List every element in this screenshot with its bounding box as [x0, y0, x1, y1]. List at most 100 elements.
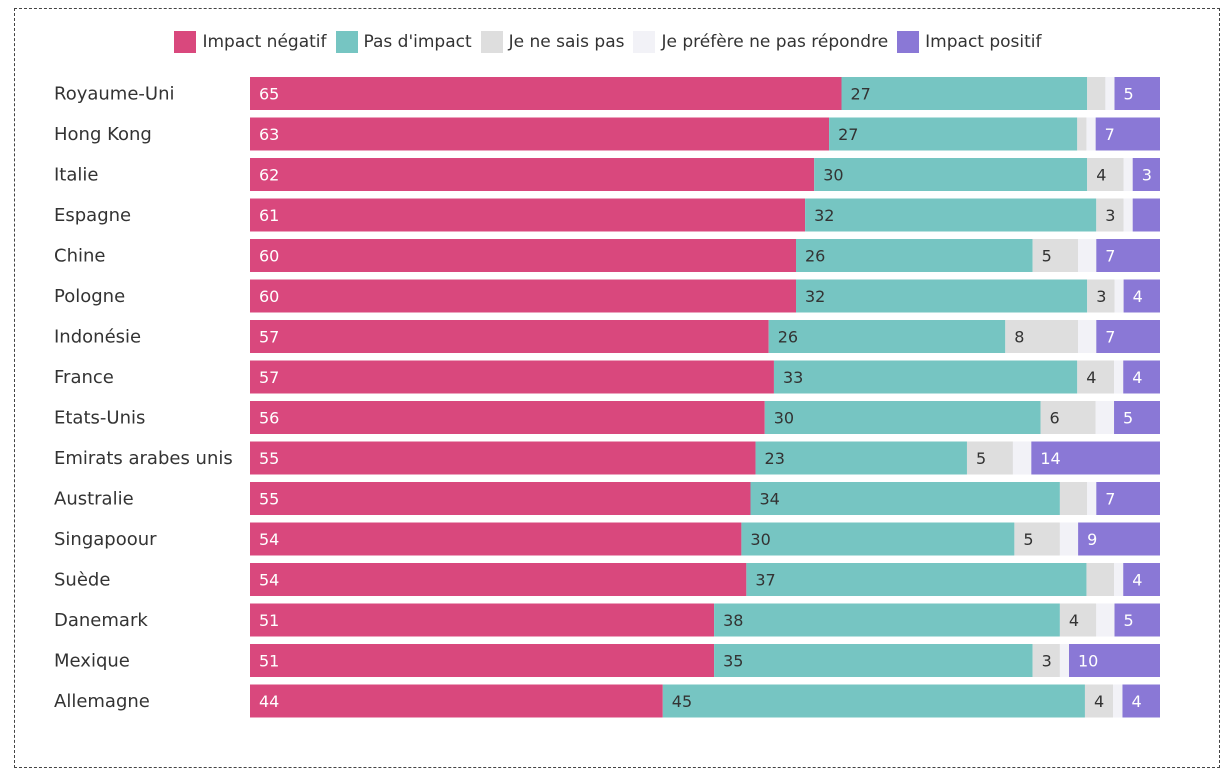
data-label: 32: [814, 206, 834, 225]
bar-segment: [1132, 198, 1160, 232]
data-label: 51: [259, 611, 279, 630]
data-label: 26: [805, 247, 825, 266]
bar-segment: [1069, 644, 1160, 677]
data-label: 60: [259, 247, 279, 266]
bar-segment: [1095, 401, 1115, 434]
bar-segment: [1114, 360, 1124, 394]
bar-segment: [250, 482, 751, 515]
data-label: 60: [259, 287, 279, 306]
bar-segment: [1114, 401, 1160, 434]
bar-segment: [714, 603, 1060, 637]
bar-segment: [1123, 158, 1133, 191]
data-label: 57: [259, 368, 279, 387]
legend-swatch: [335, 31, 358, 53]
data-label: 32: [805, 287, 825, 306]
bar-segment: [1095, 117, 1160, 151]
category-label: Pologne: [54, 286, 125, 307]
data-label: 7: [1105, 328, 1115, 347]
bar-segment: [805, 198, 1097, 232]
data-label: 10: [1078, 652, 1098, 671]
bar-segment: [1114, 563, 1124, 596]
bar-segment: [1123, 563, 1160, 596]
legend-item-1: Pas d'impact: [335, 31, 472, 53]
data-label: 5: [1124, 85, 1134, 104]
data-label: 5: [1124, 611, 1134, 630]
category-label: Australie: [54, 489, 134, 510]
data-label: 4: [1086, 368, 1096, 387]
data-label: 55: [259, 490, 279, 509]
category-label: Etats-Unis: [54, 408, 145, 429]
legend-label: Impact négatif: [202, 32, 327, 52]
bar-segment: [1087, 482, 1097, 515]
category-label: Allemagne: [54, 691, 150, 712]
data-label: 4: [1069, 611, 1079, 630]
bar-segment: [1086, 563, 1115, 596]
legend-swatch: [480, 31, 503, 53]
legend-label: Je préfère ne pas répondre: [661, 32, 889, 52]
bar-segment: [1032, 644, 1060, 677]
legend-item-4: Impact positif: [897, 31, 1042, 53]
data-label: 30: [750, 530, 770, 549]
bar-segment: [1087, 77, 1106, 110]
bar-segment: [662, 684, 1085, 718]
data-label: 4: [1132, 571, 1142, 590]
data-label: 35: [723, 652, 743, 671]
bar-segment: [814, 158, 1088, 191]
legend-item-0: Impact négatif: [174, 31, 327, 53]
data-label: 27: [851, 85, 871, 104]
data-label: 7: [1105, 125, 1115, 144]
data-label: 26: [778, 328, 798, 347]
data-label: 62: [259, 166, 279, 185]
category-label: Royaume-Uni: [54, 84, 175, 105]
data-label: 33: [783, 368, 803, 387]
bar-segment: [250, 644, 715, 677]
legend-swatch: [633, 31, 656, 53]
data-label: 8: [1014, 328, 1024, 347]
category-label: Danemark: [54, 610, 148, 631]
bar-segment: [250, 401, 765, 434]
bar-segment: [1086, 117, 1096, 151]
bar-segment: [1040, 401, 1096, 434]
data-label: 4: [1131, 692, 1141, 711]
bar-segment: [755, 441, 967, 475]
bar-segment: [250, 239, 796, 272]
bar-segment: [1059, 644, 1069, 677]
bar-segment: [1031, 441, 1160, 475]
data-label: 54: [259, 530, 279, 549]
data-label: 51: [259, 652, 279, 671]
bar-segment: [1096, 603, 1115, 637]
legend-label: Pas d'impact: [363, 32, 472, 52]
data-label: 23: [765, 449, 785, 468]
bar-segment: [1114, 603, 1160, 637]
data-label: 38: [723, 611, 743, 630]
bar-segment: [1105, 77, 1115, 110]
bar-segment: [796, 239, 1033, 272]
bar-segment: [250, 441, 756, 475]
bar-segment: [1014, 522, 1060, 556]
bar-segment: [966, 441, 1013, 475]
data-label: 5: [976, 449, 986, 468]
data-label: 3: [1105, 206, 1115, 225]
bar-segment: [750, 482, 1060, 515]
data-label: 30: [823, 166, 843, 185]
data-label: 3: [1142, 166, 1152, 185]
bar-segment: [746, 563, 1087, 596]
bar-segment: [1059, 482, 1088, 515]
bar-segment: [1087, 158, 1124, 191]
data-label: 54: [259, 571, 279, 590]
data-label: 3: [1096, 287, 1106, 306]
category-label: Indonésie: [54, 327, 141, 348]
data-label: 37: [755, 571, 775, 590]
category-label: Chine: [54, 246, 105, 267]
data-label: 56: [259, 409, 279, 428]
bar-segment: [1113, 684, 1123, 718]
data-label: 27: [838, 125, 858, 144]
bar-segment: [1123, 198, 1133, 232]
bar-segment: [741, 522, 1015, 556]
category-label: Espagne: [54, 205, 131, 226]
bar-segment: [1012, 441, 1032, 475]
bar-segment: [1096, 198, 1124, 232]
data-label: 4: [1094, 692, 1104, 711]
bar-segment: [1059, 603, 1097, 637]
data-label: 4: [1133, 287, 1143, 306]
